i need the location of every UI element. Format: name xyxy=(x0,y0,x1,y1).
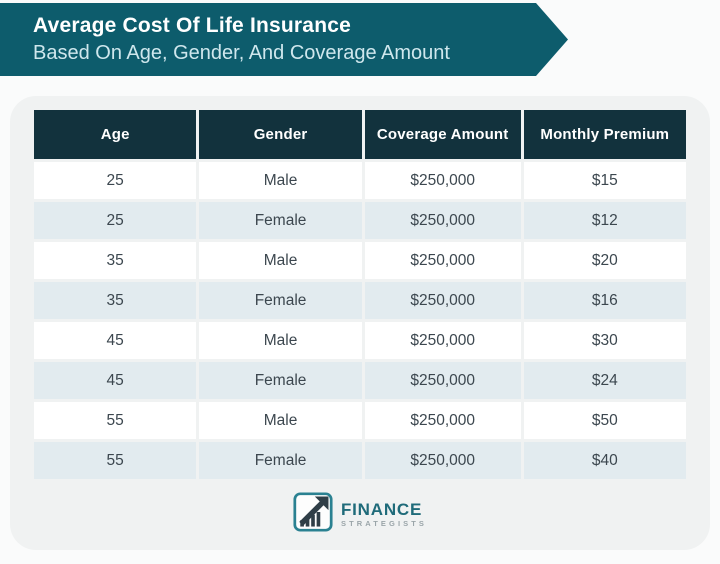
cell-age: 25 xyxy=(34,202,197,239)
table-row: 55 Female $250,000 $40 xyxy=(34,442,686,479)
cell-coverage: $250,000 xyxy=(364,442,521,479)
infographic-subtitle: Based On Age, Gender, And Coverage Amoun… xyxy=(33,42,450,64)
logo-brand-name: FINANCE xyxy=(340,500,423,519)
cell-coverage: $250,000 xyxy=(364,282,521,319)
cell-age: 45 xyxy=(34,362,197,399)
cell-premium: $24 xyxy=(523,362,686,399)
table-row: 45 Male $250,000 $30 xyxy=(34,322,686,359)
cell-premium: $16 xyxy=(523,282,686,319)
column-header-age: Age xyxy=(34,110,197,159)
cell-gender: Female xyxy=(199,202,362,239)
table-row: 55 Male $250,000 $50 xyxy=(34,402,686,439)
cell-age: 45 xyxy=(34,322,197,359)
cell-gender: Female xyxy=(199,442,362,479)
table-row: 35 Female $250,000 $16 xyxy=(34,282,686,319)
cell-age: 25 xyxy=(34,162,197,199)
logo-brand-subtitle: STRATEGISTS xyxy=(340,519,428,528)
cell-coverage: $250,000 xyxy=(364,322,521,359)
cell-gender: Female xyxy=(199,282,362,319)
cell-premium: $12 xyxy=(523,202,686,239)
content-card: Age Gender Coverage Amount Monthly Premi… xyxy=(10,96,710,550)
column-header-coverage-amount: Coverage Amount xyxy=(364,110,521,159)
cell-premium: $30 xyxy=(523,322,686,359)
cell-coverage: $250,000 xyxy=(364,162,521,199)
table-header-row: Age Gender Coverage Amount Monthly Premi… xyxy=(34,110,686,159)
cell-premium: $20 xyxy=(523,242,686,279)
cell-coverage: $250,000 xyxy=(364,202,521,239)
title-banner: Average Cost Of Life Insurance Based On … xyxy=(0,3,568,76)
cell-coverage: $250,000 xyxy=(364,402,521,439)
cell-gender: Female xyxy=(199,362,362,399)
cell-gender: Male xyxy=(199,162,362,199)
insurance-cost-table: Age Gender Coverage Amount Monthly Premi… xyxy=(34,110,686,479)
table-row: 45 Female $250,000 $24 xyxy=(34,362,686,399)
cell-age: 55 xyxy=(34,442,197,479)
infographic-title: Average Cost Of Life Insurance xyxy=(33,14,351,37)
column-header-monthly-premium: Monthly Premium xyxy=(523,110,686,159)
table-row: 25 Female $250,000 $12 xyxy=(34,202,686,239)
cell-gender: Male xyxy=(199,322,362,359)
cell-age: 35 xyxy=(34,282,197,319)
table-row: 25 Male $250,000 $15 xyxy=(34,162,686,199)
column-header-gender: Gender xyxy=(199,110,362,159)
cell-premium: $50 xyxy=(523,402,686,439)
finance-strategists-logo: FINANCE STRATEGISTS xyxy=(34,492,686,537)
cell-age: 55 xyxy=(34,402,197,439)
cell-gender: Male xyxy=(199,402,362,439)
cell-premium: $15 xyxy=(523,162,686,199)
cell-coverage: $250,000 xyxy=(364,242,521,279)
cell-premium: $40 xyxy=(523,442,686,479)
bar-chart-arrow-icon xyxy=(293,492,333,537)
table-row: 35 Male $250,000 $20 xyxy=(34,242,686,279)
cell-coverage: $250,000 xyxy=(364,362,521,399)
cell-age: 35 xyxy=(34,242,197,279)
cell-gender: Male xyxy=(199,242,362,279)
